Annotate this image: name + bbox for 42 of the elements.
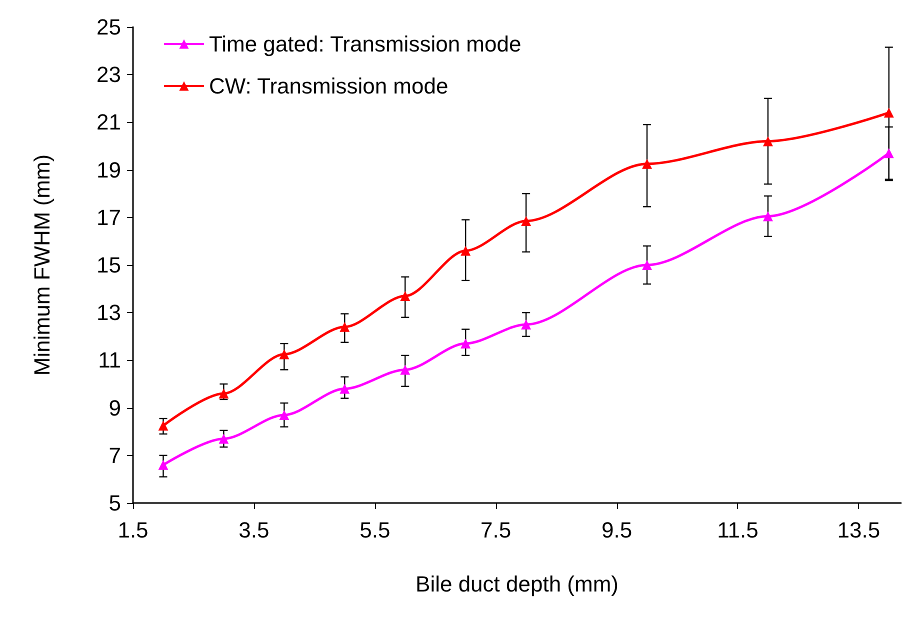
y-tick-label: 25 <box>96 14 121 40</box>
point <box>400 364 410 375</box>
point <box>521 320 532 330</box>
y-tick-label: 5 <box>108 490 121 516</box>
point <box>340 322 350 332</box>
y-tick-label: 23 <box>96 62 121 88</box>
point <box>279 410 290 420</box>
y-axis-title: Minimum FWHM (mm) <box>30 154 54 376</box>
point <box>340 384 350 394</box>
x-tick-label: 9.5 <box>601 518 632 542</box>
point <box>642 158 652 169</box>
point <box>762 211 773 222</box>
x-tick-label: 3.5 <box>238 518 270 542</box>
y-tick-label: 13 <box>96 300 121 326</box>
y-tick-label: 15 <box>96 252 121 278</box>
point <box>521 216 532 226</box>
x-tick-label: 1.5 <box>118 518 148 542</box>
legend-label: Time gated: Transmission mode <box>209 32 522 56</box>
point <box>460 246 471 256</box>
point <box>218 388 229 399</box>
x-tick-label: 5.5 <box>360 518 390 542</box>
x-tick-label: 7.5 <box>480 518 512 542</box>
y-tick-label: 21 <box>96 110 121 135</box>
legend-label: CW: Transmission mode <box>209 74 448 98</box>
point <box>218 434 229 444</box>
point <box>400 290 410 301</box>
y-tick-label: 17 <box>96 204 121 230</box>
point <box>460 338 471 349</box>
y-tick-label: 7 <box>108 442 121 468</box>
x-axis-title: Bile duct depth (mm) <box>416 572 618 596</box>
point <box>762 136 773 146</box>
y-tick-label: 19 <box>96 157 121 182</box>
point <box>642 260 652 270</box>
point <box>158 460 168 470</box>
y-tick-label: 11 <box>98 348 121 373</box>
point <box>884 108 894 118</box>
x-tick-label: 11.5 <box>717 518 758 542</box>
point <box>279 349 290 360</box>
point <box>884 148 894 158</box>
x-tick-label: 13.5 <box>837 518 880 542</box>
y-tick-label: 9 <box>108 395 121 420</box>
point <box>158 420 168 431</box>
